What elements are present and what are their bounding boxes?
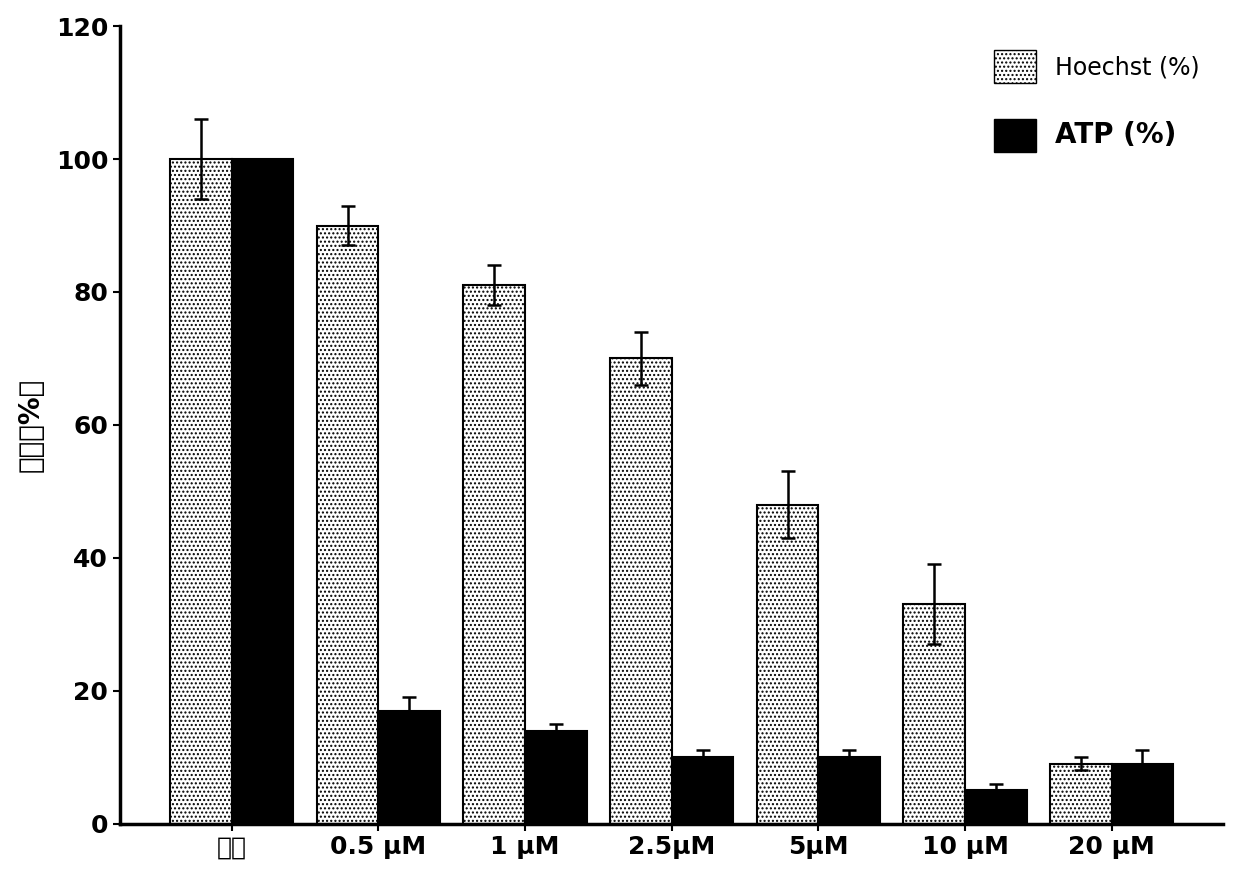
Bar: [818, 757, 880, 823]
Bar: [610, 358, 672, 823]
Bar: [672, 757, 733, 823]
Bar: [1111, 764, 1173, 823]
Bar: [904, 604, 965, 823]
Bar: [170, 159, 232, 823]
Bar: [378, 710, 440, 823]
Bar: [965, 790, 1027, 823]
Bar: [525, 731, 587, 823]
Y-axis label: 对照（%）: 对照（%）: [16, 378, 45, 472]
Legend: Hoechst (%), ATP (%): Hoechst (%), ATP (%): [982, 38, 1211, 164]
Bar: [317, 225, 378, 823]
Bar: [464, 286, 525, 823]
Bar: [756, 505, 818, 823]
Bar: [1050, 764, 1111, 823]
Bar: [232, 159, 294, 823]
